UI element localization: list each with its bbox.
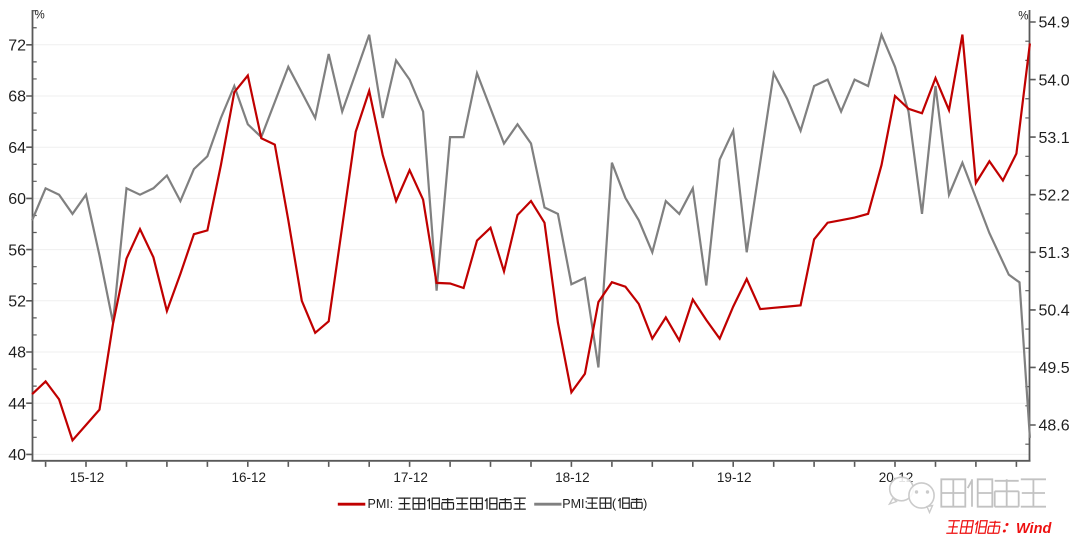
svg-text:18-12: 18-12: [555, 470, 590, 485]
svg-text:54.9: 54.9: [1039, 15, 1070, 32]
svg-text:56: 56: [8, 242, 26, 259]
svg-text:44: 44: [8, 396, 26, 413]
svg-text:60: 60: [8, 191, 26, 208]
svg-text:52.2: 52.2: [1039, 187, 1070, 204]
svg-text:49.5: 49.5: [1039, 360, 1070, 377]
svg-text:53.1: 53.1: [1039, 130, 1070, 147]
svg-text:48: 48: [8, 345, 26, 362]
svg-text:(: (: [612, 496, 617, 511]
svg-text:Wind: Wind: [1016, 521, 1052, 537]
svg-text:54.0: 54.0: [1039, 72, 1070, 89]
svg-text:72: 72: [8, 38, 26, 55]
svg-text:51.3: 51.3: [1039, 245, 1070, 262]
svg-text:PMI:: PMI:: [562, 497, 588, 511]
svg-text:48.6: 48.6: [1039, 418, 1070, 435]
svg-text:68: 68: [8, 89, 26, 106]
svg-text:): ): [643, 496, 647, 511]
svg-text:%: %: [1018, 11, 1028, 23]
svg-text:19-12: 19-12: [717, 470, 752, 485]
svg-text:%: %: [35, 10, 45, 22]
svg-text:15-12: 15-12: [70, 470, 105, 485]
svg-text:50.4: 50.4: [1039, 303, 1070, 320]
svg-text:40: 40: [8, 447, 26, 464]
svg-text:17-12: 17-12: [393, 470, 428, 485]
svg-text:PMI:: PMI:: [368, 497, 394, 511]
svg-text:16-12: 16-12: [232, 470, 267, 485]
svg-text:52: 52: [8, 294, 26, 311]
svg-text:64: 64: [8, 140, 26, 157]
